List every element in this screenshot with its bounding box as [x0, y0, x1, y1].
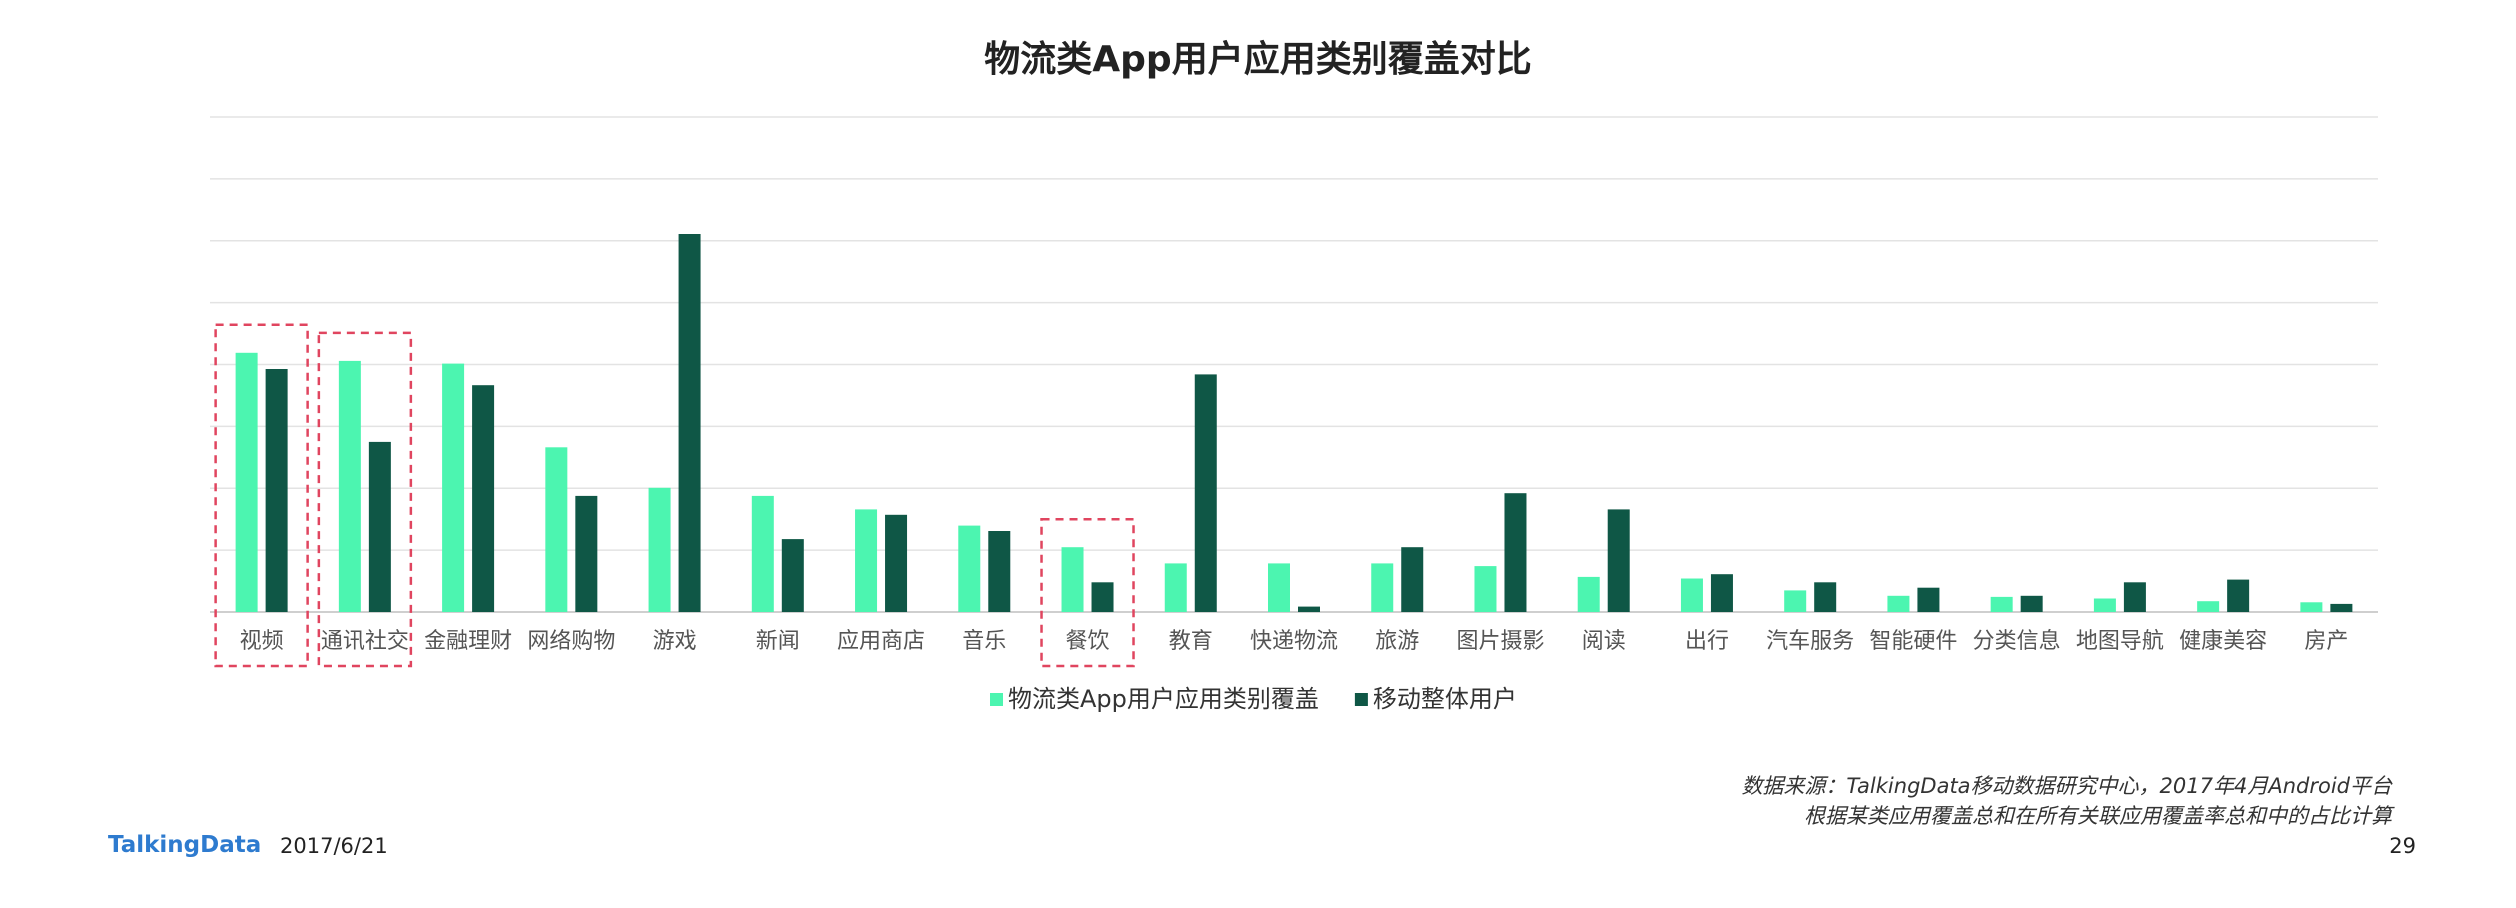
- category-label: 网络购物: [527, 629, 615, 654]
- legend-swatch-1: [990, 693, 1003, 706]
- bar-网络购物-series-1: [545, 447, 568, 612]
- bar-智能硬件-series-1: [1887, 595, 1910, 612]
- bar-图片摄影-series-2: [1504, 493, 1527, 612]
- category-label: 健康美容: [2179, 629, 2267, 654]
- category-label: 快递物流: [1250, 629, 1338, 654]
- category-label: 金融理财: [424, 629, 512, 654]
- category-label: 出行: [1685, 629, 1729, 654]
- category-label: 新闻: [756, 629, 800, 654]
- category-label: 阅读: [1582, 629, 1626, 654]
- bar-汽车服务-series-2: [1814, 582, 1837, 612]
- bar-音乐-series-1: [958, 525, 981, 612]
- bar-网络购物-series-2: [575, 495, 598, 612]
- source-note-line-2: 根据某类应用覆盖总和在所有关联应用覆盖率总和中的占比计算: [1804, 804, 2392, 828]
- category-label: 图片摄影: [1456, 629, 1544, 654]
- bar-房产-series-1: [2300, 602, 2323, 612]
- bar-出行-series-1: [1680, 578, 1703, 612]
- category-label: 旅游: [1375, 629, 1419, 654]
- category-label: 应用商店: [837, 629, 925, 654]
- chart-title: 物流类App用户应用类别覆盖对比: [984, 39, 1532, 80]
- bar-餐饮-series-1: [1061, 547, 1084, 612]
- category-label: 地图导航: [2076, 629, 2164, 654]
- bar-智能硬件-series-2: [1917, 587, 1940, 612]
- bar-分类信息-series-2: [2020, 595, 2043, 612]
- bar-音乐-series-2: [988, 531, 1011, 612]
- category-axis-labels: 视频 通讯社交 金融理财 网络购物 游戏 新闻 应用商店 音乐 餐饮 教育 快递物流 旅游 图片摄影 阅读…: [240, 629, 2349, 654]
- report-date: 2017/6/21: [280, 834, 388, 858]
- bar-游戏-series-1: [648, 487, 671, 612]
- bar-健康美容-series-2: [2227, 579, 2250, 612]
- legend-label-2: 移动整体用户: [1373, 685, 1517, 713]
- bar-阅读-series-2: [1607, 509, 1630, 612]
- bar-新闻-series-1: [751, 495, 774, 612]
- category-label: 房产: [2304, 629, 2348, 654]
- bar-旅游-series-1: [1371, 563, 1394, 612]
- bar-新闻-series-2: [781, 539, 804, 612]
- page-number: 29: [2389, 834, 2416, 858]
- bar-旅游-series-2: [1401, 547, 1424, 612]
- category-label: 智能硬件: [1869, 629, 1957, 654]
- highlight-boxes: [214, 323, 1135, 668]
- category-label: 音乐: [962, 629, 1006, 654]
- bar-阅读-series-1: [1577, 576, 1600, 612]
- bar-地图导航-series-1: [2093, 598, 2116, 612]
- talkingdata-logo: TalkingData: [108, 832, 262, 858]
- bar-房产-series-2: [2330, 603, 2353, 612]
- chart-gridlines: [210, 116, 2378, 613]
- bar-应用商店-series-2: [885, 514, 908, 612]
- bar-出行-series-2: [1710, 574, 1733, 612]
- highlight-box-餐饮: [1040, 517, 1135, 668]
- bar-健康美容-series-1: [2197, 601, 2220, 612]
- bar-金融理财-series-2: [472, 385, 495, 612]
- source-note-line-1: 数据来源：TalkingData移动数据研究中心，2017年4月Android平…: [1741, 774, 2392, 798]
- bar-地图导航-series-2: [2123, 582, 2146, 612]
- bar-快递物流-series-2: [1298, 606, 1320, 612]
- bar-教育-series-1: [1164, 563, 1187, 612]
- bar-应用商店-series-1: [855, 509, 878, 612]
- highlight-box-通讯社交: [317, 331, 413, 668]
- bar-视频-series-2: [265, 369, 288, 612]
- highlight-box-视频: [214, 323, 309, 668]
- bar-餐饮-series-2: [1091, 582, 1114, 612]
- category-label: 餐饮: [1066, 629, 1110, 654]
- category-label: 教育: [1169, 629, 1213, 654]
- bar-汽车服务-series-1: [1784, 590, 1807, 612]
- category-label: 汽车服务: [1766, 629, 1854, 654]
- bar-通讯社交-series-1: [338, 360, 361, 612]
- legend-swatch-2: [1354, 693, 1368, 706]
- legend-label-1: 物流类App用户应用类别覆盖: [1008, 685, 1319, 713]
- bar-快递物流-series-1: [1268, 563, 1290, 612]
- category-label: 视频: [240, 629, 284, 654]
- category-label: 游戏: [653, 629, 697, 654]
- bar-图片摄影-series-1: [1474, 566, 1497, 612]
- bar-视频-series-1: [235, 352, 258, 612]
- bar-通讯社交-series-2: [368, 441, 391, 612]
- category-label: 通讯社交: [321, 629, 409, 654]
- category-label: 分类信息: [1973, 629, 2061, 654]
- bar-金融理财-series-1: [442, 363, 465, 612]
- bar-分类信息-series-1: [1990, 596, 2013, 612]
- bar-教育-series-2: [1194, 374, 1217, 612]
- chart-bars: [235, 234, 2353, 612]
- chart-legend: 物流类App用户应用类别覆盖 移动整体用户: [990, 685, 1517, 713]
- bar-游戏-series-2: [678, 234, 701, 612]
